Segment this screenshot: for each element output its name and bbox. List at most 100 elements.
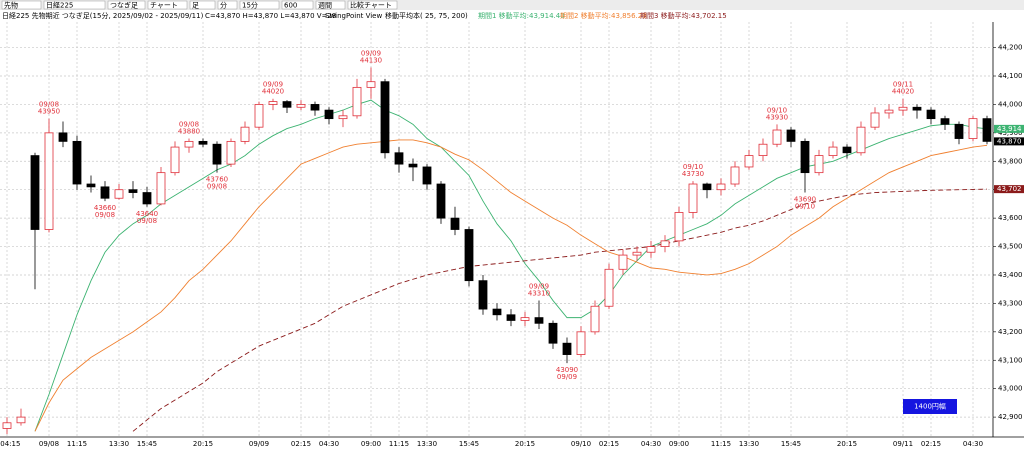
candle-body (464, 229, 474, 282)
toolbar-button[interactable] (147, 0, 188, 10)
candle-body (226, 140, 236, 165)
y-tick-label: 43,800 (998, 157, 1023, 165)
toolbar (0, 0, 1024, 10)
candle-body (2, 422, 12, 429)
toolbar-label: 600 (284, 2, 297, 10)
price-tag (994, 124, 1024, 133)
y-tick-label: 43,100 (998, 356, 1023, 364)
x-tick-label: 09/08 (39, 440, 59, 448)
candle-body (240, 126, 250, 142)
candle-body (786, 129, 796, 142)
x-tick-label: 09:00 (361, 440, 381, 448)
toolbar-button[interactable] (239, 0, 280, 10)
swing-price: 43760 (206, 176, 228, 184)
y-tick-label: 43,000 (998, 385, 1023, 393)
moving-average-line (34, 99, 988, 432)
toolbar-label: 比較チャート (350, 1, 392, 10)
candle-body (58, 132, 68, 142)
y-tick-label: 43,300 (998, 299, 1023, 307)
toolbar-label: 15分 (242, 1, 258, 10)
toolbar-label: つなぎ足 (110, 1, 138, 10)
candle-body (842, 146, 852, 154)
legend-entry: 期間3 移動平均:43,702.15 (640, 11, 727, 20)
y-tick-label: 42,900 (998, 413, 1023, 421)
candle-body (128, 189, 138, 193)
candle-body (604, 268, 614, 307)
y-tick-label: 43,400 (998, 271, 1023, 279)
candle-body (422, 166, 432, 185)
header-text: C=43,870 H=43,870 L=43,870 V=28 (205, 12, 336, 20)
candle-body (366, 81, 376, 88)
candle-body (212, 143, 222, 165)
toolbar-button[interactable] (189, 0, 216, 10)
swing-date: 09/08 (207, 183, 227, 191)
candle-body (506, 314, 516, 321)
candle-body (478, 280, 488, 310)
candle-body (758, 143, 768, 156)
header-text: SwingPoint View (325, 12, 382, 20)
x-tick-label: 13:30 (109, 440, 129, 448)
candle-body (828, 146, 838, 156)
y-tick-label: 43,500 (998, 243, 1023, 251)
candle-body (730, 166, 740, 185)
x-tick-label: 15:45 (459, 440, 479, 448)
header-text: 移動平均本( 25, 75, 200) (385, 11, 468, 20)
candle-body (184, 140, 194, 148)
candle-body (870, 112, 880, 128)
toolbar-button[interactable] (217, 0, 238, 10)
toolbar-button[interactable] (315, 0, 346, 10)
swing-date: 09/11 (893, 81, 913, 89)
info-bar (0, 10, 1024, 22)
candle-body (534, 317, 544, 324)
candle-body (646, 246, 656, 253)
x-tick-label: 20:15 (837, 440, 857, 448)
candle-body (254, 104, 264, 128)
candle-body (198, 140, 208, 145)
legend-entry: 期間1 移動平均:43,914.40 (478, 11, 565, 20)
toolbar-label: 分 (220, 1, 227, 10)
x-tick-label: 09:00 (669, 440, 689, 448)
swing-date: 09/10 (795, 203, 815, 211)
toolbar-button[interactable] (281, 0, 314, 10)
x-tick-label: 20:15 (193, 440, 213, 448)
candle-body (660, 240, 670, 247)
swing-price: 43090 (556, 366, 578, 374)
moving-average-line (132, 188, 988, 432)
swing-date: 09/10 (767, 106, 787, 114)
toolbar-button[interactable] (1, 0, 42, 10)
candle-body (86, 183, 96, 188)
candle-body (982, 118, 992, 142)
candle-body (30, 155, 40, 230)
candle-body (702, 183, 712, 191)
toolbar-button[interactable] (107, 0, 146, 10)
price-tag-label: 43,870 (997, 137, 1022, 145)
candle-body (408, 163, 418, 168)
swing-price: 43310 (528, 290, 550, 298)
candle-body (72, 140, 82, 185)
candle-body (898, 106, 908, 111)
x-tick-label: 15:45 (781, 440, 801, 448)
x-tick-label: 04:30 (319, 440, 339, 448)
candle-body (170, 146, 180, 174)
candle-body (940, 118, 950, 125)
candle-body (744, 155, 754, 168)
candle-body (912, 106, 922, 111)
swing-price: 44020 (892, 88, 914, 96)
candle-body (968, 118, 978, 139)
x-tick-label: 11:15 (711, 440, 731, 448)
candle-body (44, 132, 54, 230)
candle-body (16, 416, 26, 424)
x-tick-label: 8 04:15 (0, 440, 20, 448)
candle-body (324, 109, 334, 120)
candle-body (268, 101, 278, 105)
swing-price: 43660 (94, 204, 116, 212)
toolbar-button[interactable] (347, 0, 398, 10)
x-tick-label: 04:30 (963, 440, 983, 448)
price-tag (994, 185, 1024, 194)
candle-body (282, 101, 292, 108)
candle-body (674, 212, 684, 242)
toolbar-button[interactable] (43, 0, 106, 10)
y-tick-label: 44,000 (998, 100, 1023, 108)
x-tick-label: 09/11 (893, 440, 913, 448)
swing-price: 43690 (794, 196, 816, 204)
